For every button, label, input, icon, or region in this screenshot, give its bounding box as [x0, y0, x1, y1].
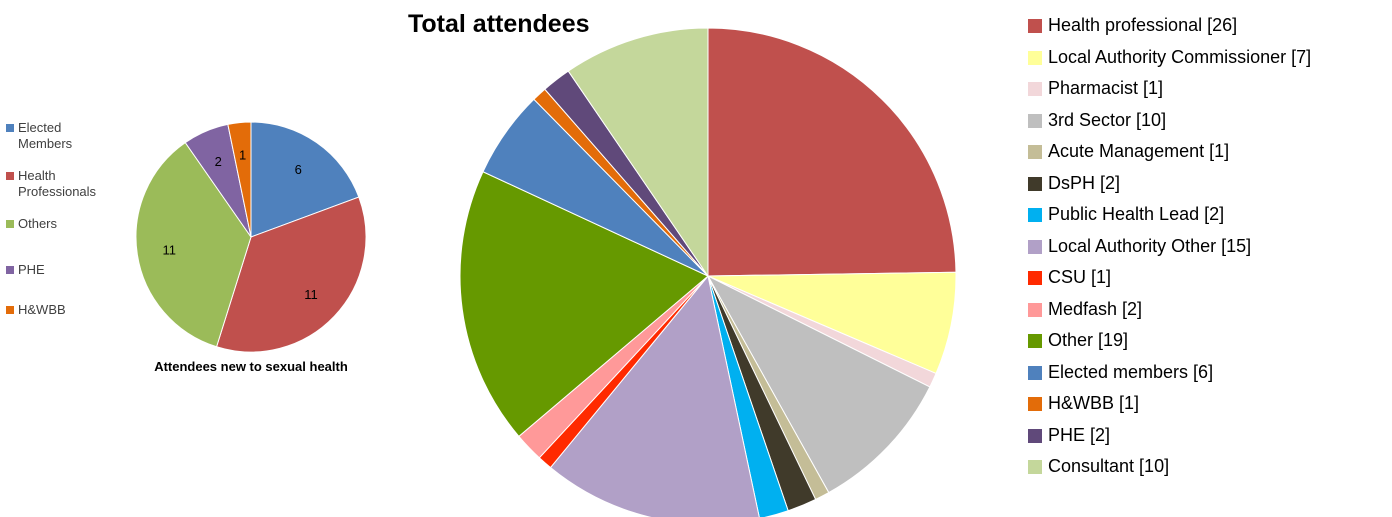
- big-legend-label: DsPH [2]: [1048, 172, 1121, 193]
- small-legend-swatch: [6, 266, 14, 274]
- big-legend-swatch: [1028, 428, 1042, 443]
- small-legend-label: Elected Members: [18, 120, 73, 151]
- small-pie-data-label-handwbb: 1: [239, 148, 246, 163]
- big-legend-item-local-authority-other: Local Authority Other [15]: [1028, 236, 1388, 259]
- big-legend-item-pharmacist: Pharmacist [1]: [1028, 78, 1388, 101]
- big-legend-swatch: [1028, 302, 1042, 317]
- small-legend-label: Others: [18, 216, 58, 231]
- big-legend-swatch: [1028, 365, 1042, 380]
- big-legend-swatch: [1028, 82, 1042, 96]
- big-legend-swatch: [1028, 334, 1042, 348]
- big-legend-label: Acute Management [1]: [1048, 141, 1230, 161]
- big-legend-item-csu: CSU [1]: [1028, 267, 1388, 290]
- big-legend-swatch: [1028, 176, 1042, 191]
- big-legend-item-phe: PHE [2]: [1028, 425, 1388, 448]
- big-legend-item-local-authority-commissioner: Local Authority Commissioner [7]: [1028, 47, 1388, 70]
- small-pie-data-label-others: 11: [162, 243, 176, 258]
- small-legend-label: H&WBB: [18, 302, 66, 317]
- big-legend-swatch: [1028, 208, 1042, 222]
- big-legend-label: Public Health Lead [2]: [1048, 204, 1225, 224]
- big-legend-label: Other [19]: [1048, 330, 1129, 350]
- big-legend-swatch: [1028, 239, 1042, 254]
- big-legend-label: CSU [1]: [1048, 267, 1112, 287]
- big-legend-label: Pharmacist [1]: [1048, 78, 1164, 98]
- big-legend-label: Consultant [10]: [1048, 456, 1170, 476]
- small-pie-slice-health-professionals: [215, 196, 367, 353]
- big-pie-slice-3rd-sector: [706, 274, 931, 494]
- big-legend-item-health-professional: Health professional [26]: [1028, 15, 1388, 38]
- big-legend-item-handwbb: H&WBB [1]: [1028, 393, 1388, 416]
- big-pie-slice-consultant: [567, 27, 709, 278]
- big-pie-slice-public-health-lead: [707, 275, 789, 517]
- big-legend-swatch: [1028, 397, 1042, 411]
- small-pie-caption: Attendees new to sexual health: [154, 359, 348, 374]
- small-pie-slice-others: [135, 141, 252, 348]
- big-legend-swatch: [1028, 50, 1042, 65]
- big-legend-label: PHE [2]: [1048, 424, 1111, 445]
- big-legend-swatch: [1028, 460, 1042, 474]
- big-legend-label: H&WBB [1]: [1048, 393, 1140, 413]
- big-pie-slice-health-professional: [707, 27, 957, 277]
- small-legend-swatch: [6, 124, 14, 132]
- small-pie-slice-elected-members: [250, 121, 360, 238]
- big-legend-item-other: Other [19]: [1028, 330, 1388, 353]
- big-legend-item-3rd-sector: 3rd Sector [10]: [1028, 110, 1388, 133]
- big-legend-item-elected-members: Elected members [6]: [1028, 362, 1388, 385]
- big-legend-label: 3rd Sector [10]: [1048, 109, 1167, 130]
- big-legend-swatch: [1028, 113, 1042, 128]
- small-pie-data-label-phe: 2: [215, 154, 222, 169]
- big-legend-item-public-health-lead: Public Health Lead [2]: [1028, 204, 1388, 227]
- big-legend-item-consultant: Consultant [10]: [1028, 456, 1388, 479]
- big-legend-item-dsph: DsPH [2]: [1028, 173, 1388, 196]
- small-legend-label: PHE: [18, 262, 45, 277]
- big-legend-label: Local Authority Other [15]: [1048, 235, 1252, 256]
- small-pie-data-label-health-professionals: 11: [304, 287, 318, 302]
- small-legend-label: Health Professionals: [18, 168, 97, 199]
- big-pie: [459, 27, 957, 517]
- big-legend-swatch: [1028, 19, 1042, 33]
- big-pie-slice-other: [459, 171, 709, 438]
- small-legend-swatch: [6, 220, 14, 228]
- big-legend-label: Medfash [2]: [1048, 298, 1143, 319]
- big-legend-swatch: [1028, 145, 1042, 159]
- small-legend-swatch: [6, 306, 14, 314]
- small-pie-slice-handwbb: [227, 121, 252, 238]
- big-legend-label: Elected members [6]: [1048, 361, 1214, 382]
- big-legend-swatch: [1028, 271, 1042, 285]
- big-legend-item-medfash: Medfash [2]: [1028, 299, 1388, 322]
- small-pie-data-label-elected-members: 6: [295, 162, 302, 177]
- big-legend-label: Health professional [26]: [1048, 15, 1238, 35]
- small-pie: 6 11 11 2 1: [135, 121, 367, 353]
- big-legend-item-acute-management: Acute Management [1]: [1028, 141, 1388, 164]
- big-legend-label: Local Authority Commissioner [7]: [1048, 46, 1312, 67]
- small-legend-swatch: [6, 172, 14, 180]
- big-pie-title: Total attendees: [408, 10, 590, 38]
